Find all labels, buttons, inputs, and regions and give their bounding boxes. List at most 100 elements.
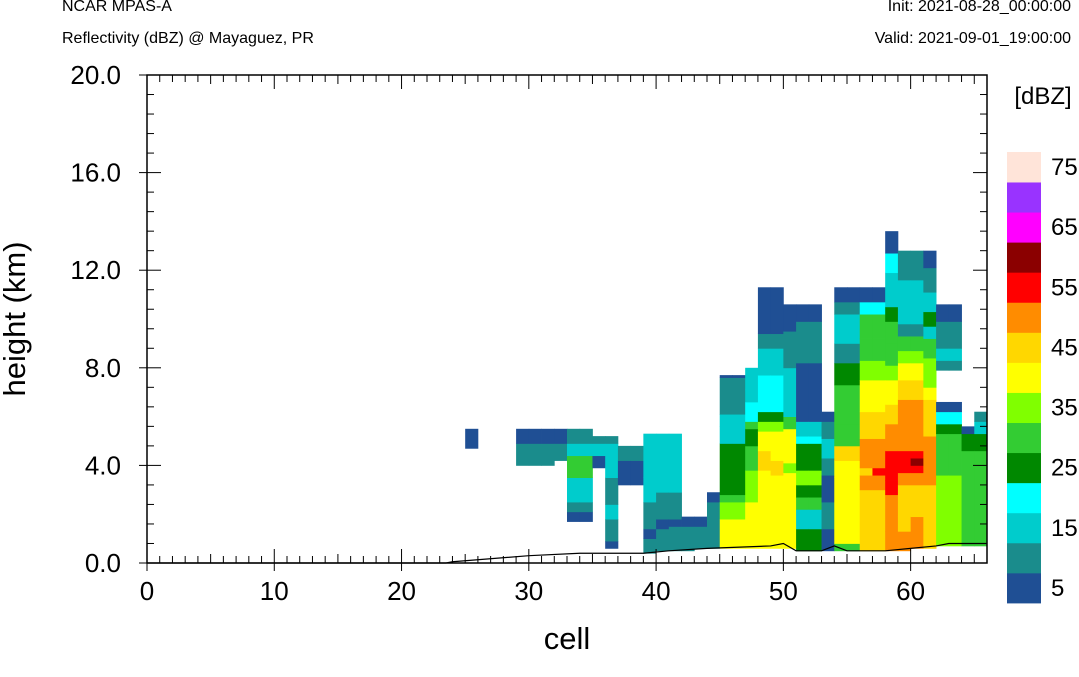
cell-35-2 xyxy=(948,423,962,435)
cell-17-3 xyxy=(719,443,733,496)
x-tick-label-20: 20 xyxy=(387,576,416,606)
x-tick-labels: 0 10 20 30 40 50 60 xyxy=(140,576,925,606)
cell-1-0 xyxy=(516,443,530,466)
y-tick-label-8: 8.0 xyxy=(85,353,121,383)
y-tick-label-16: 16.0 xyxy=(70,158,121,188)
cell-31-0 xyxy=(897,531,912,552)
cell-17-2 xyxy=(719,494,733,503)
x-tick-label-0: 0 xyxy=(140,576,154,606)
cell-6-2 xyxy=(579,477,593,503)
cell-20-1 xyxy=(757,450,772,471)
cell-19-7 xyxy=(745,367,759,391)
cell-28-7 xyxy=(859,360,873,381)
cell-21-5 xyxy=(770,375,784,413)
cell-23-0 xyxy=(796,528,810,552)
cell-32-0 xyxy=(910,516,924,549)
cell-19-1 xyxy=(745,470,759,503)
cell-20-6 xyxy=(757,348,772,376)
cell-29-5 xyxy=(872,411,886,439)
cell-30-13 xyxy=(885,231,899,254)
cell-24-10 xyxy=(808,304,822,322)
cell-31-1 xyxy=(897,516,912,532)
cell-27-2 xyxy=(847,460,861,478)
cell-23-9 xyxy=(796,321,810,364)
cell-18-4 xyxy=(732,426,746,444)
plot-frame xyxy=(146,74,988,564)
cell-19-2 xyxy=(745,445,759,471)
cell-26-7 xyxy=(834,343,848,364)
init-time: Init: 2021-08-28_00:00:00 xyxy=(887,0,1071,15)
cell-7-1 xyxy=(592,443,606,457)
colorbar-label-55: 55 xyxy=(1051,274,1078,301)
cell-23-4 xyxy=(796,470,810,486)
cell-27-9 xyxy=(847,301,861,315)
cell-30-2 xyxy=(885,480,899,496)
cell-32-12 xyxy=(910,323,924,337)
cell-22-0 xyxy=(783,472,797,549)
cell-19-5 xyxy=(745,401,759,422)
cell-34-0 xyxy=(936,475,950,547)
cell-10-1 xyxy=(630,445,644,461)
cell-24-2 xyxy=(808,497,822,510)
cell-34-6 xyxy=(936,348,950,361)
cell-24-0 xyxy=(808,528,822,552)
cell-14-0 xyxy=(681,526,695,552)
cell-17-6 xyxy=(719,377,733,415)
cell-13-3 xyxy=(668,433,682,493)
colorbar-box-30 xyxy=(1007,422,1041,454)
cell-23-2 xyxy=(796,497,810,510)
cell-25-2 xyxy=(821,475,835,503)
cell-30-5 xyxy=(885,404,899,425)
cell-13-2 xyxy=(668,492,682,520)
cell-17-7 xyxy=(719,375,733,378)
cell-11-2 xyxy=(643,502,657,530)
cell-24-5 xyxy=(808,443,822,471)
cell-30-11 xyxy=(885,272,899,308)
cell-5-0 xyxy=(567,511,581,522)
cell-22-2 xyxy=(783,428,797,464)
cell-26-4 xyxy=(834,423,848,447)
cell-35-1 xyxy=(948,433,962,476)
cell-30-0 xyxy=(885,531,899,552)
colorbar-box-5 xyxy=(1007,572,1041,604)
cell-5-5 xyxy=(567,428,581,444)
cell-35-8 xyxy=(948,304,962,322)
cell-17-0 xyxy=(719,519,733,549)
cell-23-7 xyxy=(796,421,810,437)
colorbar-box-50 xyxy=(1007,302,1041,333)
colorbar: 5 15 25 35 45 55 65 75 xyxy=(1007,152,1078,604)
cell-30-9 xyxy=(885,321,899,344)
cell-31-12 xyxy=(897,279,912,325)
cell-18-2 xyxy=(732,494,746,503)
cell-26-1 xyxy=(834,477,848,544)
colorbar-label-45: 45 xyxy=(1051,334,1078,361)
cell-28-9 xyxy=(859,314,873,339)
cell-18-0 xyxy=(732,519,746,549)
y-tick-label-20: 20.0 xyxy=(70,60,121,90)
cell-35-7 xyxy=(948,321,962,349)
cell-26-6 xyxy=(834,362,848,386)
cell-24-7 xyxy=(808,421,822,437)
cell-33-11 xyxy=(923,292,937,313)
cell-2-0 xyxy=(528,443,542,466)
cell-26-10 xyxy=(834,287,848,303)
cell-33-10 xyxy=(923,311,937,327)
cell-32-7 xyxy=(910,399,924,437)
cell-26-5 xyxy=(834,384,848,425)
cell-31-3 xyxy=(897,472,912,486)
cell-9-1 xyxy=(617,445,632,461)
cell-10-0 xyxy=(630,460,644,486)
cell-37-1 xyxy=(974,433,988,452)
cell-6-4 xyxy=(579,443,593,457)
colorbar-label-15: 15 xyxy=(1051,515,1078,542)
cell-23-5 xyxy=(796,443,810,471)
model-name: NCAR MPAS-A xyxy=(62,0,172,15)
colorbar-label-25: 25 xyxy=(1051,455,1078,482)
cell-24-4 xyxy=(808,470,822,486)
cell-29-3 xyxy=(872,460,886,469)
cell-18-5 xyxy=(732,414,746,427)
colorbar-box-15 xyxy=(1007,512,1041,544)
cell-12-1 xyxy=(656,519,670,530)
cell-27-4 xyxy=(847,423,861,447)
cell-32-9 xyxy=(910,362,924,381)
